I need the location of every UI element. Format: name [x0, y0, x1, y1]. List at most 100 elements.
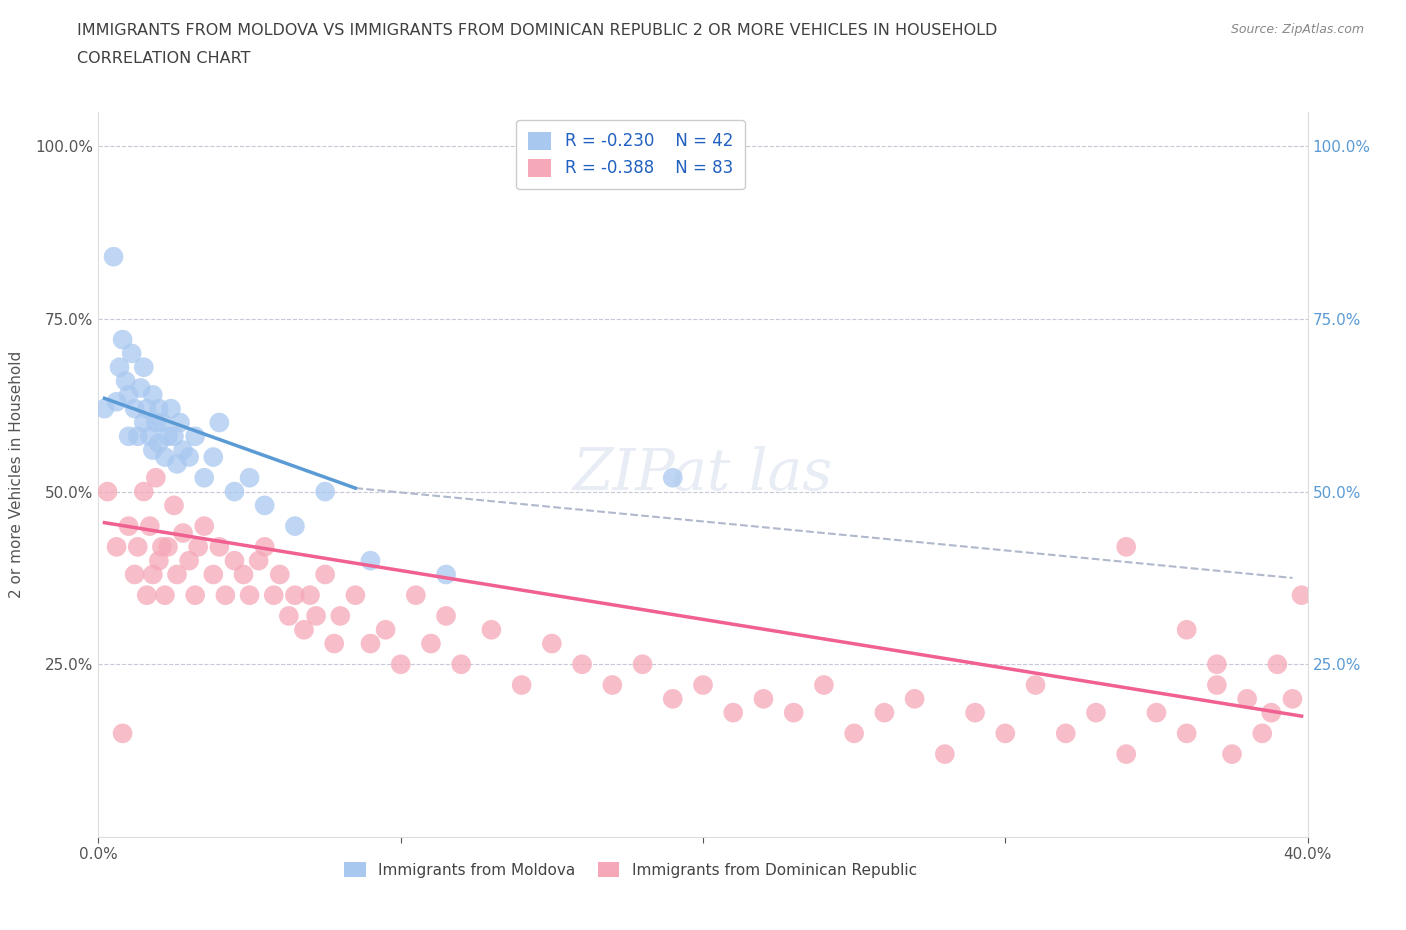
Point — [1281, 691, 1303, 706]
Point — [269, 567, 291, 582]
Point — [132, 485, 155, 499]
Point — [314, 485, 336, 499]
Point — [121, 346, 143, 361]
Point — [127, 429, 149, 444]
Point — [1085, 705, 1108, 720]
Text: IMMIGRANTS FROM MOLDOVA VS IMMIGRANTS FROM DOMINICAN REPUBLIC 2 OR MORE VEHICLES: IMMIGRANTS FROM MOLDOVA VS IMMIGRANTS FR… — [77, 23, 998, 38]
Point — [124, 401, 146, 416]
Point — [179, 449, 201, 464]
Point — [661, 691, 683, 706]
Point — [96, 485, 118, 499]
Point — [247, 553, 270, 568]
Point — [142, 567, 165, 582]
Point — [208, 415, 231, 430]
Point — [1115, 539, 1137, 554]
Point — [142, 443, 165, 458]
Point — [631, 657, 654, 671]
Point — [239, 588, 262, 603]
Point — [114, 374, 136, 389]
Point — [723, 705, 745, 720]
Point — [193, 471, 215, 485]
Point — [208, 539, 231, 554]
Point — [232, 567, 254, 582]
Point — [934, 747, 956, 762]
Text: Source: ZipAtlas.com: Source: ZipAtlas.com — [1230, 23, 1364, 36]
Point — [1251, 726, 1274, 741]
Point — [434, 608, 457, 623]
Point — [145, 415, 167, 430]
Point — [752, 691, 775, 706]
Point — [172, 525, 194, 540]
Point — [148, 436, 170, 451]
Point — [224, 485, 246, 499]
Point — [510, 678, 533, 693]
Point — [224, 553, 246, 568]
Point — [118, 429, 141, 444]
Point — [1115, 747, 1137, 762]
Point — [481, 622, 503, 637]
Point — [1024, 678, 1046, 693]
Point — [111, 726, 134, 741]
Point — [292, 622, 315, 637]
Point — [813, 678, 835, 693]
Point — [405, 588, 427, 603]
Point — [163, 429, 186, 444]
Point — [172, 443, 194, 458]
Point — [284, 519, 307, 534]
Legend: Immigrants from Moldova, Immigrants from Dominican Republic: Immigrants from Moldova, Immigrants from… — [337, 856, 922, 884]
Point — [156, 429, 179, 444]
Point — [214, 588, 236, 603]
Point — [105, 539, 128, 554]
Point — [187, 539, 209, 554]
Point — [139, 429, 162, 444]
Point — [1175, 726, 1198, 741]
Point — [1206, 657, 1229, 671]
Point — [1236, 691, 1258, 706]
Point — [148, 401, 170, 416]
Point — [374, 622, 396, 637]
Point — [277, 608, 299, 623]
Point — [179, 553, 201, 568]
Point — [150, 415, 173, 430]
Point — [135, 588, 157, 603]
Point — [284, 588, 307, 603]
Point — [142, 388, 165, 403]
Point — [202, 449, 225, 464]
Point — [239, 471, 262, 485]
Point — [166, 567, 188, 582]
Point — [1260, 705, 1282, 720]
Point — [1267, 657, 1289, 671]
Point — [124, 567, 146, 582]
Point — [253, 539, 276, 554]
Point — [108, 360, 131, 375]
Point — [253, 498, 276, 512]
Point — [111, 332, 134, 347]
Point — [420, 636, 443, 651]
Point — [166, 457, 188, 472]
Point — [994, 726, 1017, 741]
Point — [434, 567, 457, 582]
Point — [1144, 705, 1167, 720]
Point — [263, 588, 285, 603]
Point — [163, 498, 186, 512]
Point — [314, 567, 336, 582]
Point — [1206, 678, 1229, 693]
Point — [299, 588, 322, 603]
Point — [139, 519, 162, 534]
Point — [692, 678, 714, 693]
Point — [202, 567, 225, 582]
Point — [540, 636, 562, 651]
Point — [571, 657, 593, 671]
Point — [129, 380, 152, 395]
Point — [965, 705, 987, 720]
Point — [323, 636, 346, 651]
Point — [184, 588, 207, 603]
Point — [873, 705, 896, 720]
Point — [305, 608, 328, 623]
Point — [153, 449, 176, 464]
Point — [103, 249, 125, 264]
Point — [156, 539, 179, 554]
Point — [150, 539, 173, 554]
Point — [1175, 622, 1198, 637]
Y-axis label: 2 or more Vehicles in Household: 2 or more Vehicles in Household — [10, 351, 24, 598]
